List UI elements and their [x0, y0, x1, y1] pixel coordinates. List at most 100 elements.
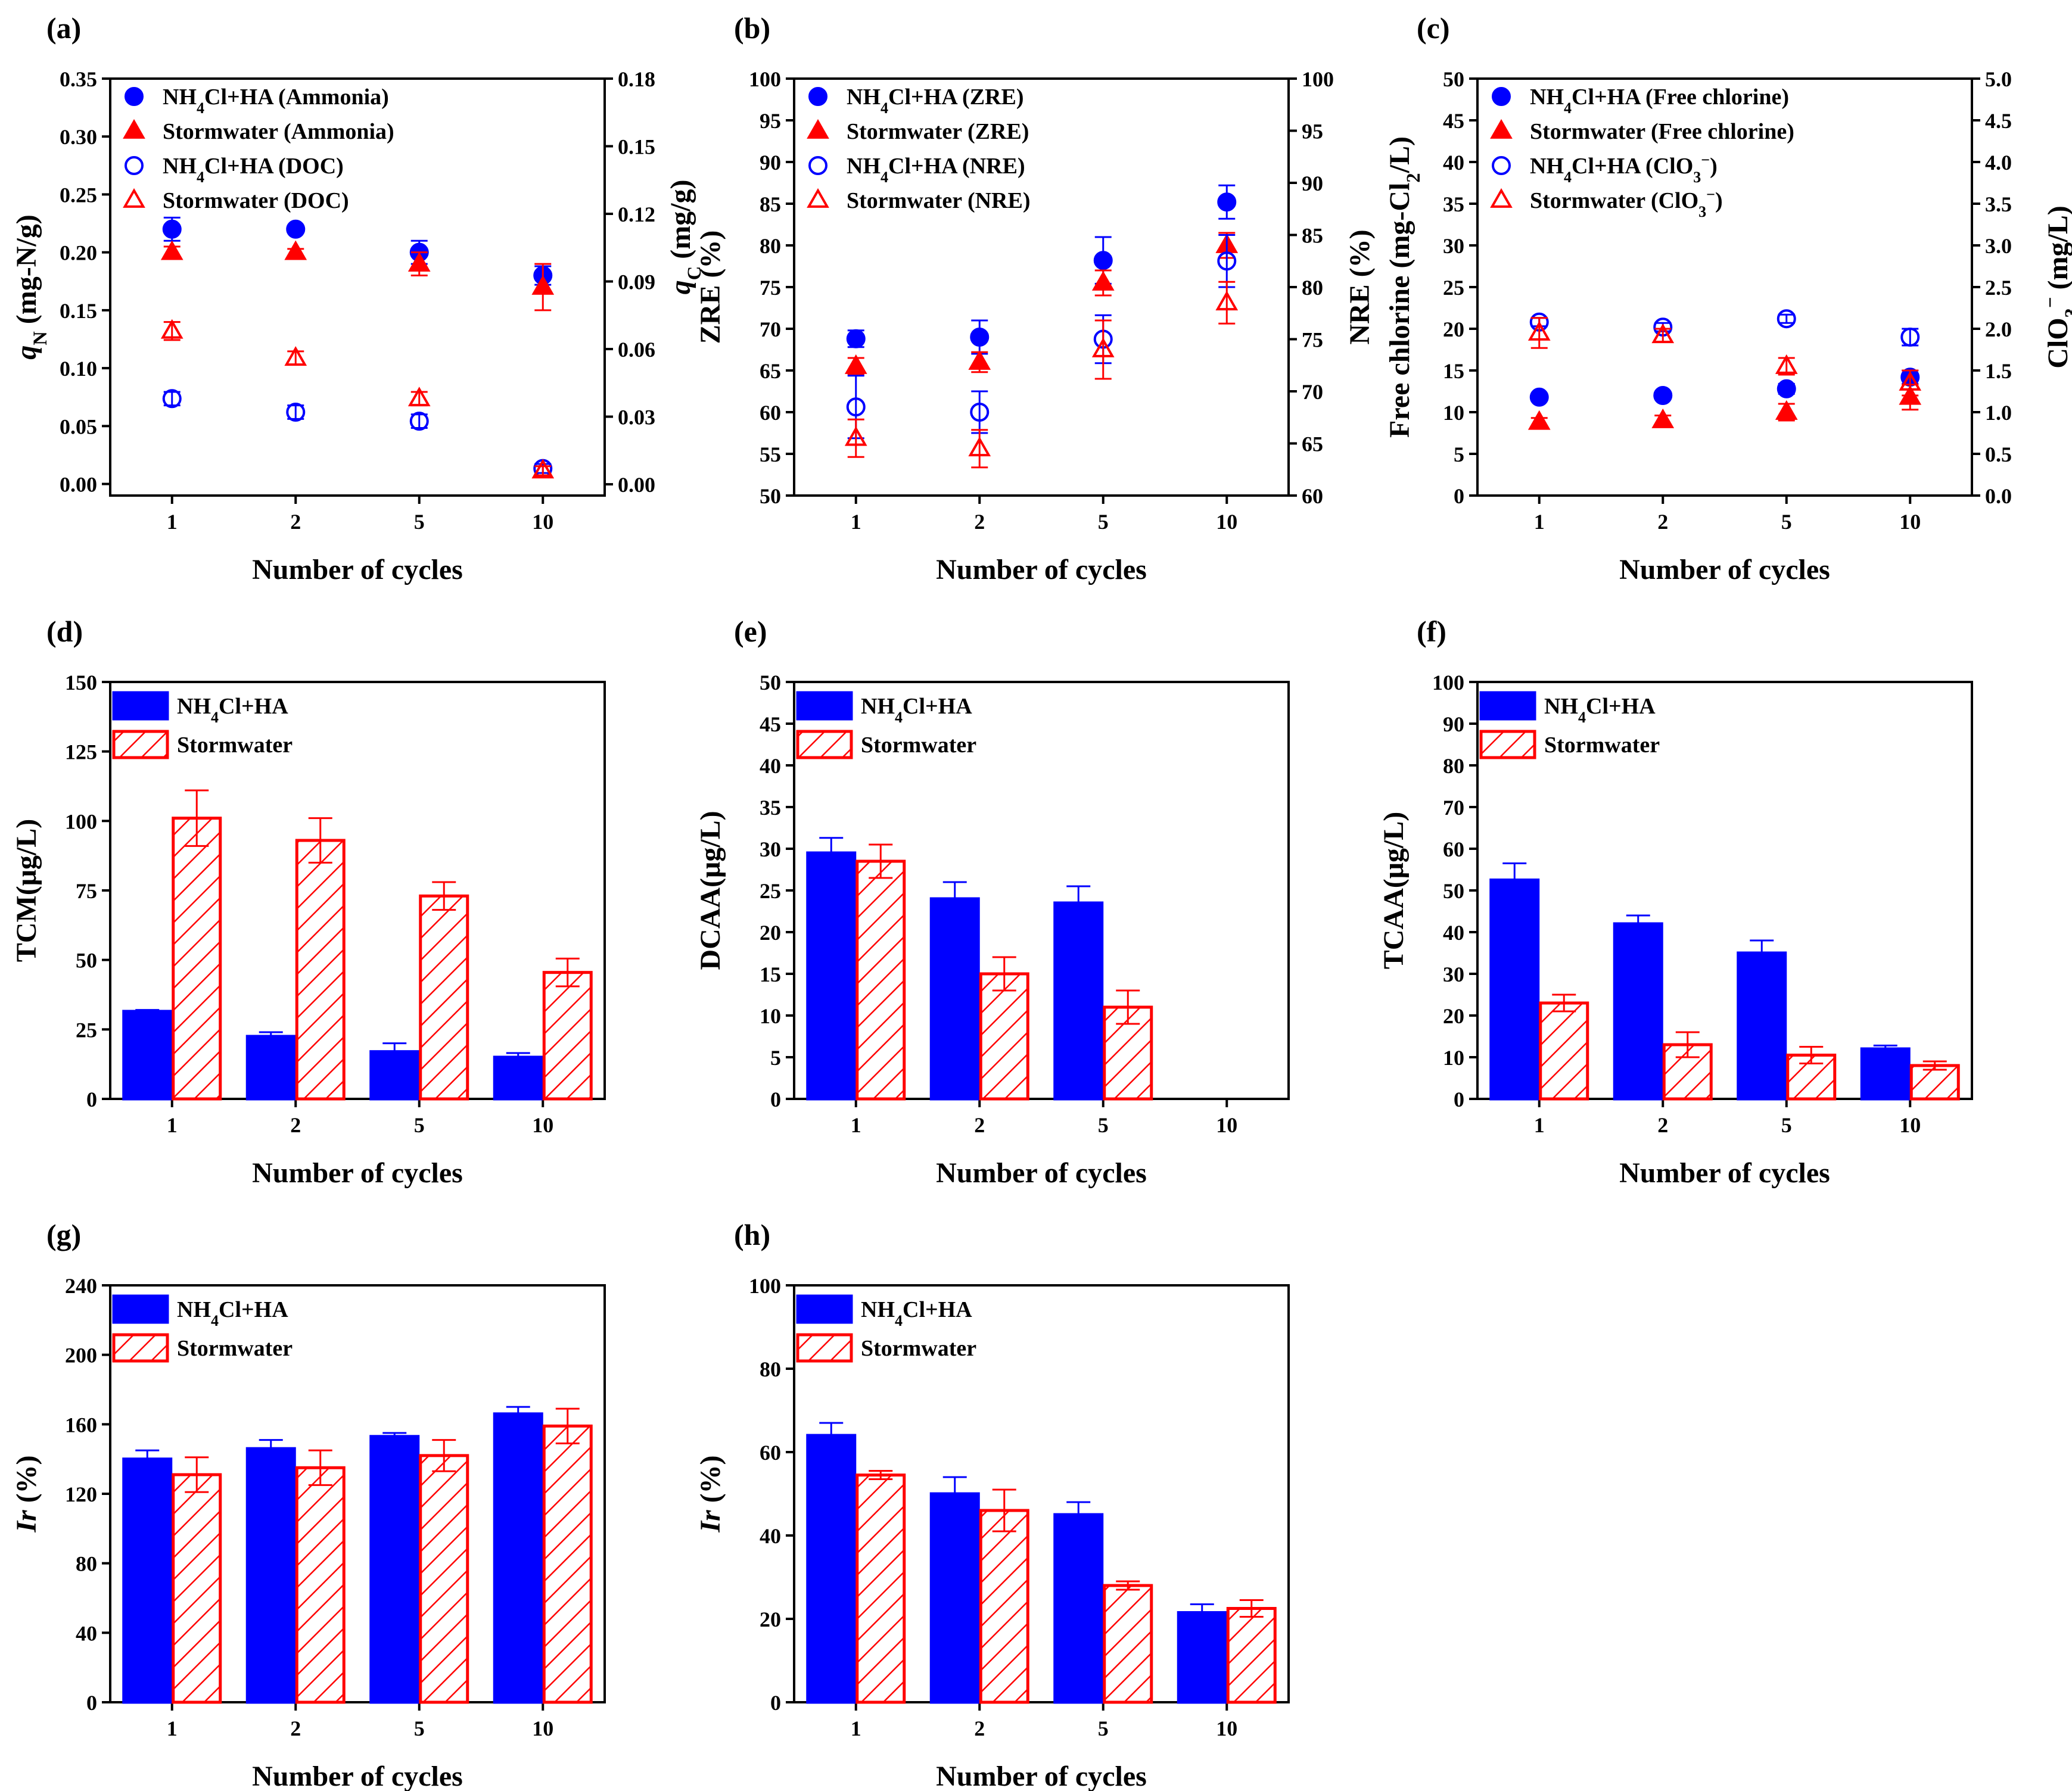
- panel-label: (a): [46, 11, 81, 45]
- y-tick-label: 0.05: [60, 415, 97, 438]
- panel-a: (a) 0.00 0.05 0.10 0.15 0.20 0.25 0.30 0.35 0.00 0…: [11, 11, 655, 585]
- legend-swatch: [1479, 730, 1536, 759]
- y-tick-label: 30: [1443, 963, 1464, 986]
- legend-marker: [123, 119, 145, 139]
- data-point: [968, 350, 991, 370]
- data-point: [1215, 291, 1239, 311]
- data-point: [1777, 379, 1796, 398]
- y-tick-label: 10: [1443, 1046, 1464, 1070]
- y2-tick-label: 60: [1302, 484, 1323, 508]
- legend: NH4Cl+HA Stormwater: [112, 691, 293, 759]
- y-tick-label: 50: [76, 949, 97, 973]
- y-tick-label: 200: [65, 1344, 97, 1368]
- data-point: [1093, 251, 1113, 270]
- y2-tick-label: 0.0: [1985, 484, 2012, 508]
- legend-swatch: [796, 691, 853, 721]
- x-tick-label: 5: [414, 1717, 425, 1740]
- legend-swatch: [796, 1333, 853, 1363]
- legend-marker: [1492, 87, 1511, 106]
- y-tick-label: 0.00: [60, 473, 97, 497]
- legend-label: Stormwater: [177, 733, 293, 758]
- y-tick-label: 20: [760, 1608, 781, 1631]
- legend: NH4Cl+HA Stormwater: [1479, 691, 1660, 759]
- legend-marker: [125, 87, 144, 106]
- y-tick-label: 30: [1443, 234, 1464, 258]
- x-tick-label: 1: [851, 1113, 861, 1137]
- y-axis-label: Ir (%): [695, 1455, 726, 1533]
- legend: NH4Cl+HA Stormwater: [796, 1294, 976, 1363]
- data-point: [1091, 270, 1115, 291]
- x-tick-label: 10: [532, 1717, 553, 1740]
- bar: [979, 1509, 1029, 1704]
- data-point: [970, 328, 990, 347]
- legend-label: Stormwater (ClO3−): [1530, 186, 1723, 220]
- y2-tick-label: 3.5: [1985, 192, 2012, 216]
- y-tick-label: 40: [760, 1524, 781, 1548]
- y2-tick-label: 0.00: [618, 473, 655, 497]
- x-tick-label: 1: [1534, 510, 1545, 534]
- x-tick-label: 2: [974, 510, 985, 534]
- legend-label: NH4Cl+HA (Free chlorine): [1530, 85, 1789, 117]
- legend-marker: [1490, 188, 1513, 208]
- y-tick-label: 0.15: [60, 299, 97, 323]
- x-axis-label: Number of cycles: [252, 1157, 463, 1189]
- y-tick-label: 90: [760, 151, 781, 175]
- y-axis-label: Ir (%): [11, 1455, 42, 1533]
- bar: [493, 1055, 543, 1101]
- bar: [245, 1447, 296, 1704]
- y-tick-label: 80: [76, 1552, 97, 1576]
- y-tick-label: 20: [760, 921, 781, 945]
- legend-label: Stormwater: [1544, 733, 1660, 758]
- bar: [542, 1424, 593, 1704]
- x-tick-label: 5: [414, 510, 425, 534]
- y2-tick-label: 80: [1302, 276, 1323, 300]
- data-point: [1217, 192, 1237, 212]
- y2-tick-label: 2.5: [1985, 276, 2012, 300]
- legend-swatch: [112, 691, 169, 721]
- y-tick-label: 240: [65, 1274, 97, 1298]
- x-tick-label: 1: [851, 1717, 861, 1740]
- legend-label: NH4Cl+HA: [177, 1297, 288, 1329]
- data-point: [1775, 354, 1798, 374]
- legend: NH4Cl+HA (ZRE)Stormwater (ZRE) NH4Cl+HA (…: [807, 85, 1031, 213]
- y-tick-label: 95: [760, 109, 781, 133]
- data-point: [844, 354, 867, 374]
- y2-tick-label: 2.0: [1985, 317, 2012, 341]
- bar: [1226, 1607, 1277, 1704]
- y2-tick-label: 4.5: [1985, 109, 2012, 133]
- plot-frame: [793, 1284, 1290, 1703]
- y2-tick-label: 100: [1302, 67, 1334, 91]
- y-tick-label: 0: [770, 1691, 781, 1715]
- y2-tick-label: 95: [1302, 120, 1323, 144]
- y-tick-label: 55: [760, 443, 781, 466]
- y2-tick-label: 0.03: [618, 406, 655, 429]
- y2-tick-label: 0.15: [618, 135, 655, 159]
- legend-swatch: [796, 1294, 853, 1324]
- x-tick-label: 1: [851, 510, 861, 534]
- legend-label: NH4Cl+HA (ClO3−): [1530, 151, 1718, 186]
- y-tick-label: 75: [760, 276, 781, 300]
- y-tick-label: 35: [760, 796, 781, 820]
- y-tick-label: 85: [760, 192, 781, 216]
- data-point: [284, 346, 307, 366]
- y-tick-label: 75: [76, 879, 97, 903]
- legend-marker: [125, 156, 144, 175]
- x-tick-label: 10: [1899, 1113, 1921, 1137]
- panel-g: (g) 0 40 80 120 160 200 240 1 2 5 10 Number of cycle…: [11, 1218, 606, 1791]
- x-tick-label: 2: [290, 510, 301, 534]
- bar: [1103, 1584, 1153, 1704]
- y-tick-label: 60: [1443, 837, 1464, 861]
- legend-marker: [807, 188, 829, 208]
- legend-label: Stormwater (DOC): [163, 188, 349, 213]
- y2-tick-label: 3.0: [1985, 234, 2012, 258]
- legend-label: NH4Cl+HA (DOC): [163, 154, 344, 186]
- y2-tick-label: 0.09: [618, 270, 655, 294]
- legend-swatch: [112, 1294, 169, 1324]
- y2-tick-label: 5.0: [1985, 67, 2012, 91]
- bar: [855, 1474, 906, 1704]
- y-axis-label: TCAA(μg/L): [1378, 812, 1410, 970]
- x-tick-label: 1: [167, 510, 178, 534]
- y-tick-label: 40: [1443, 921, 1464, 945]
- bar: [806, 1434, 857, 1704]
